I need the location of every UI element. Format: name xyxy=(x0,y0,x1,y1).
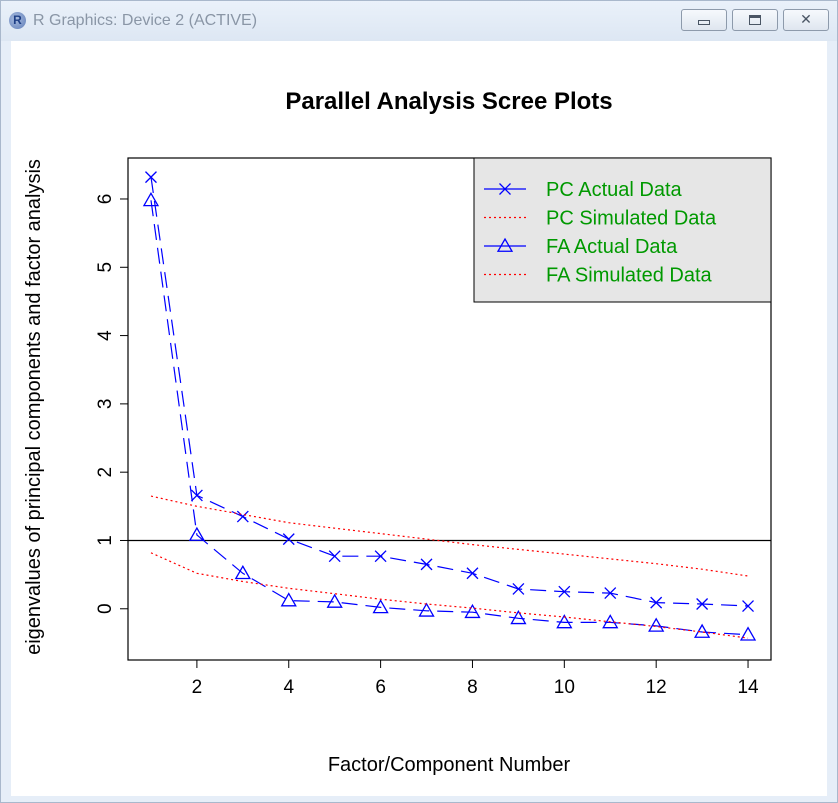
data-point xyxy=(372,599,389,614)
data-point xyxy=(556,614,573,629)
x-axis-label: Factor/Component Number xyxy=(328,754,571,776)
r-app-icon: R xyxy=(9,12,26,29)
data-point xyxy=(282,533,295,546)
data-point xyxy=(190,489,203,502)
x-tick-label: 8 xyxy=(467,677,478,698)
data-point xyxy=(604,587,617,600)
legend-marker xyxy=(496,237,514,252)
data-point xyxy=(696,598,709,610)
data-point xyxy=(739,626,757,641)
window-title: R Graphics: Device 2 (ACTIVE) xyxy=(33,12,258,29)
minimize-icon xyxy=(698,19,710,25)
legend-item: FA Actual Data xyxy=(484,236,678,258)
legend-label: FA Actual Data xyxy=(546,236,678,258)
close-icon: ✕ xyxy=(800,12,812,28)
series-line xyxy=(150,200,749,636)
data-point xyxy=(234,564,251,580)
data-point xyxy=(512,583,525,595)
data-point xyxy=(742,600,754,613)
legend-item: PC Actual Data xyxy=(484,179,683,201)
data-point xyxy=(374,550,387,563)
y-axis-label: eigenvalues of principal components and … xyxy=(23,159,45,655)
x-tick-label: 2 xyxy=(192,677,203,698)
legend-box xyxy=(473,157,772,303)
plot-canvas: Parallel Analysis Scree Plots Factor/Com… xyxy=(11,41,827,796)
series-0 xyxy=(145,171,754,613)
x-tick-label: 4 xyxy=(283,677,294,698)
y-tick-label: 6 xyxy=(95,194,116,205)
minimize-button[interactable] xyxy=(681,9,727,31)
plot-frame xyxy=(127,157,772,661)
legend-marker xyxy=(499,183,511,195)
data-point xyxy=(693,623,711,638)
data-point xyxy=(326,593,343,608)
legend-item: FA Simulated Data xyxy=(484,265,713,287)
series-line xyxy=(150,177,749,607)
data-point xyxy=(328,550,341,563)
y-tick-label: 2 xyxy=(95,467,116,478)
data-point xyxy=(464,603,481,619)
data-point xyxy=(510,610,527,625)
legend-label: PC Actual Data xyxy=(546,179,683,201)
y-tick-label: 3 xyxy=(95,399,116,410)
maximize-button[interactable] xyxy=(732,9,778,31)
data-point xyxy=(142,192,160,207)
legend-item: PC Simulated Data xyxy=(484,208,717,230)
y-tick-label: 1 xyxy=(95,535,116,546)
y-tick-label: 5 xyxy=(95,262,116,273)
data-point xyxy=(466,567,479,580)
data-point xyxy=(236,510,249,523)
series-1 xyxy=(150,495,749,577)
data-point xyxy=(420,558,433,571)
close-button[interactable]: ✕ xyxy=(783,9,829,31)
data-point xyxy=(145,171,157,184)
chart-title: Parallel Analysis Scree Plots xyxy=(285,88,612,115)
x-tick-label: 10 xyxy=(554,677,575,698)
scree-plot: Parallel Analysis Scree Plots Factor/Com… xyxy=(23,88,772,776)
data-point xyxy=(418,602,435,617)
data-point xyxy=(650,596,663,609)
data-point xyxy=(188,526,206,541)
y-tick-label: 4 xyxy=(95,330,116,341)
data-point xyxy=(648,617,665,632)
legend-label: PC Simulated Data xyxy=(546,208,717,230)
series-line xyxy=(150,552,749,639)
data-point xyxy=(558,585,571,598)
series-3 xyxy=(150,552,749,639)
x-tick-label: 6 xyxy=(375,677,386,698)
y-tick-label: 0 xyxy=(95,603,116,614)
title-bar[interactable]: R R Graphics: Device 2 (ACTIVE) ✕ xyxy=(1,1,837,41)
series-line xyxy=(150,495,749,577)
x-tick-label: 14 xyxy=(737,677,759,698)
maximize-icon xyxy=(749,15,761,25)
x-tick-label: 12 xyxy=(646,677,667,698)
legend-label: FA Simulated Data xyxy=(546,265,713,287)
data-point xyxy=(280,592,297,607)
